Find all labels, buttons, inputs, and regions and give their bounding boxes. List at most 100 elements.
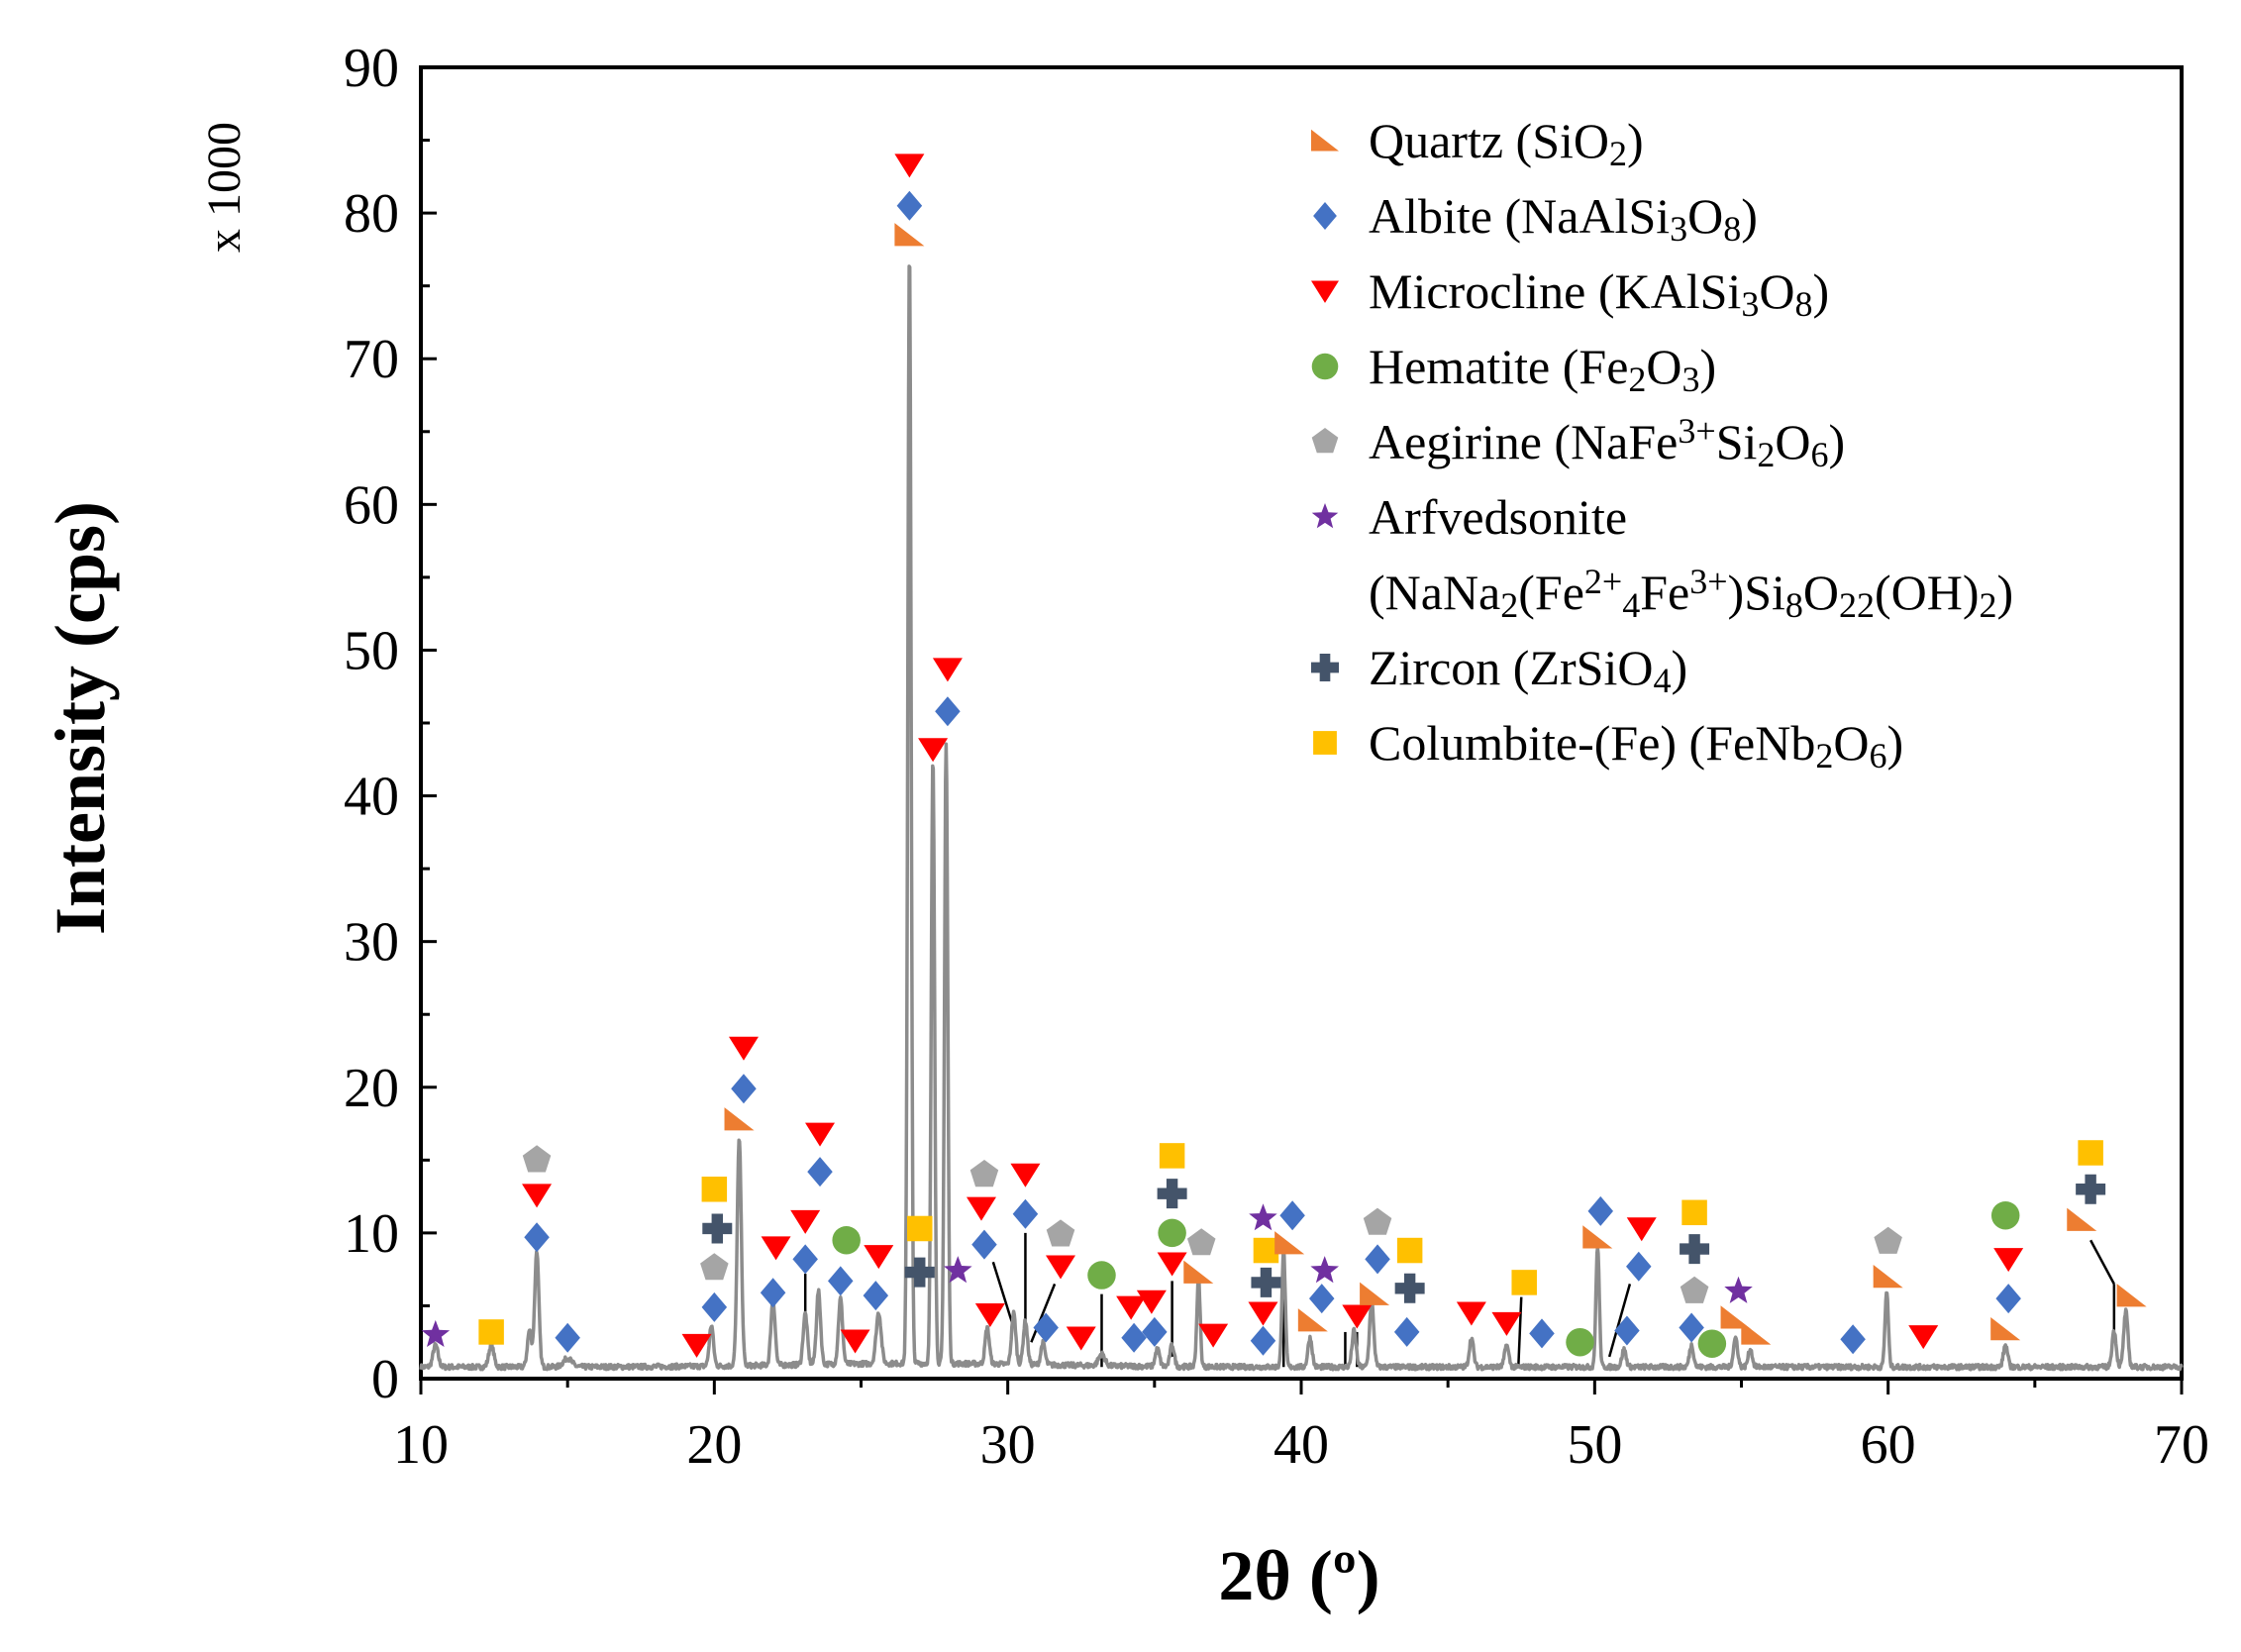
hematite-legend-label: Hematite (Fe2O3): [1369, 339, 1716, 399]
hematite-marker: [1990, 1200, 2020, 1230]
x-axis-title: 2θ (º): [1218, 1536, 1379, 1615]
columbite-marker: [1681, 1199, 1707, 1226]
columbite-marker: [1159, 1143, 1185, 1169]
y-tick-label: 40: [344, 767, 399, 828]
aegirine-legend-symbol: [1311, 428, 1339, 454]
microcline-marker: [864, 1245, 894, 1270]
microcline-marker: [805, 1122, 836, 1147]
microcline-marker: [840, 1329, 870, 1354]
microcline-marker: [1010, 1163, 1041, 1187]
quartz-marker: [2067, 1207, 2097, 1231]
albite-marker: [935, 696, 961, 727]
microcline-legend-label: Microcline (KAlSi3O8): [1369, 263, 1829, 324]
microcline-marker: [1626, 1217, 1657, 1242]
arfvedsonite-marker: [1724, 1276, 1753, 1303]
albite-marker: [1626, 1251, 1652, 1282]
arfvedsonite-legend-symbol: [1311, 503, 1339, 529]
zircon-marker: [2076, 1174, 2106, 1204]
plot-frame: [419, 65, 2184, 1381]
albite-marker: [828, 1266, 854, 1296]
quartz-marker: [894, 223, 925, 247]
hematite-marker: [1566, 1327, 1594, 1357]
columbite-marker: [1511, 1270, 1537, 1295]
quartz-marker: [1741, 1321, 1772, 1345]
hematite-legend-symbol: [1311, 353, 1339, 380]
y-tick-label: 50: [344, 620, 399, 681]
microcline-marker: [1456, 1301, 1486, 1326]
microcline-marker: [966, 1196, 996, 1221]
albite-legend-symbol: [1313, 202, 1337, 230]
quartz-marker: [1183, 1260, 1214, 1284]
y-tick-label: 20: [344, 1058, 399, 1119]
albite-marker: [731, 1074, 757, 1104]
aegirine-marker: [1874, 1226, 1902, 1254]
aegirine-marker: [1187, 1228, 1216, 1256]
quartz-marker: [1360, 1282, 1390, 1305]
microcline-marker: [1993, 1248, 2024, 1273]
albite-marker: [1365, 1244, 1390, 1275]
hematite-marker: [1697, 1329, 1727, 1358]
aegirine-marker: [522, 1145, 552, 1173]
leader-lines: [803, 1232, 2116, 1368]
albite-marker: [863, 1281, 889, 1311]
columbite-marker: [478, 1319, 504, 1345]
y-tick-label: 80: [344, 183, 399, 245]
albite-marker: [1142, 1316, 1168, 1347]
zircon-marker: [1680, 1234, 1710, 1265]
albite-marker: [524, 1222, 550, 1253]
microcline-marker: [894, 154, 925, 178]
microcline-marker: [1116, 1295, 1147, 1320]
albite-marker: [807, 1157, 833, 1187]
aegirine-marker: [969, 1160, 999, 1187]
albite-legend-label: Albite (NaAlSi3O8): [1369, 188, 1758, 249]
albite-marker: [896, 190, 923, 221]
zircon-marker: [904, 1257, 935, 1288]
quartz-marker: [1720, 1305, 1751, 1329]
microcline-marker: [932, 658, 963, 682]
albite-marker: [1840, 1324, 1866, 1355]
leader-line: [1517, 1296, 1523, 1368]
x-tick-label: 10: [393, 1414, 449, 1476]
zircon-marker: [702, 1213, 733, 1244]
arfvedsonite-marker: [944, 1256, 972, 1284]
columbite-marker: [1396, 1237, 1423, 1264]
x-tick-label: 20: [686, 1414, 742, 1476]
zircon-legend-symbol: [1311, 654, 1339, 681]
y-tick-label: 60: [344, 474, 399, 536]
leader-line: [2089, 1239, 2115, 1285]
zircon-marker: [1394, 1273, 1425, 1303]
microcline-marker: [790, 1209, 821, 1234]
albite-marker: [1393, 1316, 1420, 1347]
microcline-marker: [761, 1236, 791, 1261]
zircon-legend-label: Zircon (ZrSiO4): [1369, 640, 1687, 700]
albite-marker: [1033, 1312, 1059, 1343]
quartz-legend-label: Quartz (SiO2): [1369, 113, 1644, 173]
albite-marker: [1121, 1322, 1147, 1353]
quartz-marker: [1582, 1225, 1613, 1249]
microcline-marker: [918, 738, 949, 763]
quartz-marker: [724, 1107, 755, 1131]
aegirine-marker: [700, 1253, 729, 1281]
zircon-marker: [1251, 1267, 1281, 1297]
y-tick-label: 30: [344, 912, 399, 974]
albite-marker: [760, 1278, 786, 1308]
zircon-marker: [1157, 1179, 1187, 1209]
mineral-markers: [421, 154, 2147, 1358]
y-scale-note: x 1000: [198, 122, 251, 253]
albite-marker: [1250, 1325, 1276, 1356]
microcline-marker: [1157, 1252, 1187, 1277]
arfvedsonite-marker: [1249, 1203, 1277, 1231]
xrd-pattern-line: [419, 264, 2184, 1372]
albite-marker: [1012, 1198, 1039, 1229]
x-tick-label: 70: [2154, 1414, 2209, 1476]
columbite-marker: [1253, 1237, 1279, 1264]
hematite-marker: [1087, 1261, 1116, 1290]
y-tick-label: 0: [371, 1349, 399, 1410]
quartz-marker: [1274, 1231, 1305, 1255]
microcline-marker: [1066, 1326, 1096, 1351]
albite-marker: [1679, 1312, 1704, 1343]
microcline-legend-symbol: [1311, 280, 1339, 303]
microcline-marker: [1248, 1301, 1278, 1326]
microcline-marker: [728, 1036, 759, 1061]
